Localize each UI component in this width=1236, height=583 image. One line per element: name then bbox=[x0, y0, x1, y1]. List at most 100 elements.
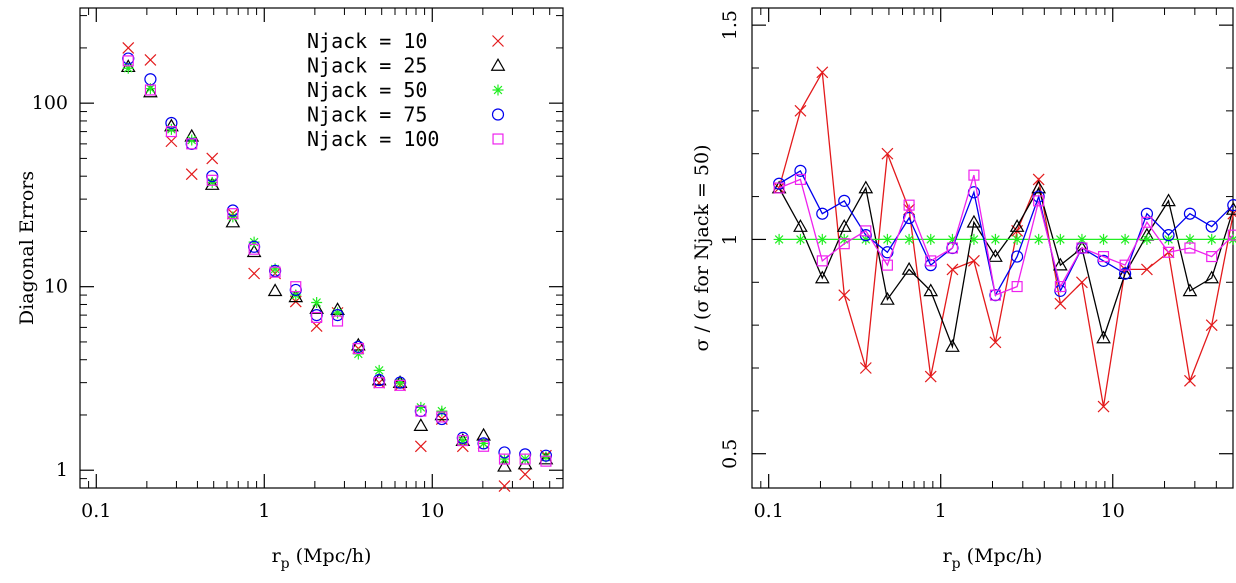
series-njack-100 bbox=[122, 55, 552, 467]
data-point bbox=[122, 41, 135, 54]
series-njack-50 bbox=[122, 62, 552, 465]
data-point bbox=[267, 283, 283, 297]
x-tick-label: 1 bbox=[935, 500, 947, 522]
data-point bbox=[860, 225, 872, 237]
data-point bbox=[836, 219, 852, 232]
data-point bbox=[165, 126, 177, 138]
data-point bbox=[946, 263, 959, 276]
data-point bbox=[122, 52, 135, 65]
data-point bbox=[204, 177, 220, 190]
data-point bbox=[373, 376, 386, 389]
data-point bbox=[122, 55, 134, 67]
data-point bbox=[838, 194, 851, 207]
data-point bbox=[924, 370, 937, 383]
data-point bbox=[186, 134, 198, 146]
series-line bbox=[778, 186, 1234, 350]
data-point bbox=[945, 339, 960, 352]
data-point bbox=[414, 440, 427, 453]
data-point bbox=[925, 255, 937, 267]
data-point bbox=[1119, 259, 1131, 271]
data-point bbox=[1097, 400, 1110, 413]
data-point bbox=[415, 405, 427, 417]
data-point bbox=[1119, 267, 1132, 280]
data-point bbox=[498, 453, 511, 465]
data-point bbox=[881, 259, 893, 271]
data-point bbox=[1182, 283, 1198, 297]
data-point bbox=[144, 84, 156, 96]
legend-marker bbox=[491, 108, 505, 121]
data-point bbox=[1161, 193, 1176, 207]
data-point bbox=[186, 138, 198, 150]
data-point bbox=[988, 249, 1003, 262]
data-point bbox=[1140, 207, 1154, 220]
data-point bbox=[1054, 281, 1066, 293]
series-line bbox=[778, 169, 1234, 297]
data-point bbox=[311, 297, 323, 309]
data-point bbox=[225, 214, 241, 228]
data-point bbox=[248, 243, 260, 255]
data-point bbox=[989, 289, 1001, 301]
data-point bbox=[1162, 229, 1175, 242]
data-point bbox=[185, 168, 198, 181]
data-point bbox=[1184, 242, 1196, 254]
legend-label: Njack = 100 bbox=[307, 127, 439, 151]
data-point bbox=[519, 468, 532, 481]
data-point bbox=[793, 219, 808, 232]
data-point bbox=[436, 411, 448, 423]
data-point bbox=[773, 182, 785, 194]
data-point bbox=[165, 135, 178, 148]
data-point bbox=[227, 211, 239, 223]
data-point bbox=[838, 233, 850, 245]
data-point bbox=[925, 233, 937, 245]
data-point bbox=[880, 291, 895, 305]
data-point bbox=[331, 309, 344, 322]
data-point bbox=[1141, 263, 1153, 276]
data-point bbox=[989, 233, 1001, 245]
legend-marker bbox=[492, 35, 504, 47]
data-point bbox=[773, 233, 785, 245]
data-point bbox=[373, 364, 385, 376]
data-point bbox=[858, 180, 874, 194]
data-point bbox=[1011, 233, 1023, 245]
data-point bbox=[946, 242, 958, 254]
data-point bbox=[1098, 233, 1110, 245]
legend-label: Njack = 25 bbox=[307, 54, 427, 78]
data-point bbox=[519, 453, 531, 465]
data-point bbox=[1184, 374, 1196, 387]
data-point bbox=[498, 480, 511, 492]
data-point bbox=[498, 446, 511, 459]
plot-frame bbox=[751, 7, 1234, 489]
y-axis-label: σ / (σ for Njack = 50) bbox=[691, 144, 713, 351]
y-tick-label: 0.5 bbox=[719, 439, 741, 469]
y-tick-label: 1.5 bbox=[719, 10, 741, 40]
data-point bbox=[1141, 233, 1153, 245]
data-point bbox=[1096, 330, 1111, 344]
data-point bbox=[1227, 199, 1236, 212]
data-point bbox=[352, 343, 364, 355]
data-point bbox=[540, 455, 552, 467]
data-point bbox=[881, 246, 894, 259]
legend-marker bbox=[490, 57, 506, 71]
data-point bbox=[1163, 233, 1175, 245]
data-point bbox=[816, 233, 828, 245]
data-point bbox=[1205, 319, 1218, 332]
x-tick-label: 0.1 bbox=[81, 500, 111, 522]
panel-left-diagonal-errors: 0.1 1 10 1 10 100 rp (Mpc/h) Diagonal Errors Nja… bbox=[16, 7, 564, 572]
data-point bbox=[1033, 233, 1045, 245]
data-point bbox=[881, 233, 893, 245]
data-point bbox=[290, 281, 302, 293]
data-point bbox=[122, 62, 134, 74]
data-point bbox=[1206, 251, 1218, 263]
data-point bbox=[923, 283, 939, 297]
data-point bbox=[816, 66, 829, 79]
data-point bbox=[332, 315, 344, 327]
data-point bbox=[436, 405, 448, 417]
x-tick-label: 1 bbox=[258, 500, 270, 522]
x-axis-label: rp (Mpc/h) bbox=[272, 545, 372, 572]
data-point bbox=[1031, 180, 1047, 194]
data-point bbox=[794, 233, 806, 245]
data-point bbox=[478, 437, 490, 449]
data-point bbox=[457, 435, 469, 447]
